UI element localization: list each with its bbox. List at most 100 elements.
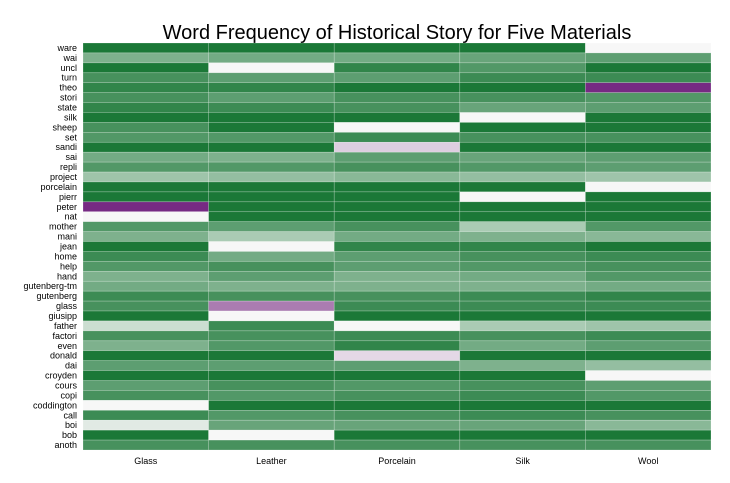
heatmap-cell-father-leather — [208, 320, 335, 332]
heatmap-cell-set-silk — [459, 132, 586, 143]
heatmap-cell-pierr-leather — [208, 191, 335, 203]
heatmap-cell-theo-glass — [82, 82, 209, 93]
heatmap-cell-uncl-silk — [459, 62, 586, 74]
heatmap-cell-call-wool — [585, 409, 712, 421]
heatmap-cell-mother-wool — [585, 221, 712, 232]
heatmap-cell-silk-porcelain — [333, 112, 461, 123]
y-tick-label-peter: peter — [56, 202, 77, 212]
y-tick-label-gutenberg-tm: gutenberg-tm — [23, 281, 77, 291]
heatmap-cell-help-wool — [585, 261, 712, 272]
heatmap-cell-sheep-glass — [82, 122, 209, 133]
heatmap-cell-set-porcelain — [333, 132, 461, 143]
heatmap-cell-state-wool — [585, 102, 712, 113]
heatmap-cell-bob-glass — [82, 429, 209, 441]
heatmap-cell-home-leather — [208, 251, 335, 262]
heatmap-cell-project-glass — [82, 171, 209, 183]
heatmap-cell-anoth-leather — [208, 439, 335, 451]
y-tick-label-ware: ware — [56, 43, 77, 53]
heatmap-cell-project-leather — [208, 171, 335, 183]
heatmap-cell-porcelain-porcelain — [333, 181, 461, 193]
heatmap-cell-croyden-porcelain — [333, 370, 461, 381]
y-tick-label-turn: turn — [61, 73, 77, 83]
heatmap-cell-theo-silk — [459, 82, 586, 93]
heatmap-cell-nat-porcelain — [333, 211, 461, 222]
heatmap-cell-ware-porcelain — [333, 42, 461, 54]
heatmap-cell-gutenberg-wool — [585, 290, 712, 302]
heatmap-cell-sheep-leather — [208, 122, 335, 133]
y-tick-label-anoth: anoth — [54, 440, 77, 450]
heatmap-cell-giusipp-porcelain — [333, 310, 461, 322]
y-tick-label-jean: jean — [59, 242, 77, 252]
heatmap-cell-sai-glass — [82, 151, 209, 163]
heatmap-cell-giusipp-leather — [208, 310, 335, 322]
heatmap-cell-nat-leather — [208, 211, 335, 222]
y-tick-label-copi: copi — [60, 390, 77, 400]
heatmap-cell-nat-wool — [585, 211, 712, 222]
heatmap-cell-glass-glass — [82, 300, 209, 312]
heatmap-cell-factori-porcelain — [333, 330, 461, 342]
heatmap-cell-anoth-silk — [459, 439, 586, 451]
heatmap-cell-turn-wool — [585, 72, 712, 84]
y-tick-label-giusipp: giusipp — [48, 311, 77, 321]
heatmap-cell-sai-silk — [459, 151, 586, 163]
heatmap-cell-glass-silk — [459, 300, 586, 312]
y-tick-label-factori: factori — [52, 331, 77, 341]
heatmap-cell-wai-silk — [459, 52, 586, 64]
heatmap-cell-sheep-porcelain — [333, 122, 461, 133]
heatmap-cell-cours-silk — [459, 380, 586, 391]
heatmap-cell-hand-wool — [585, 271, 712, 282]
heatmap-cell-uncl-porcelain — [333, 62, 461, 74]
heatmap-cell-boi-glass — [82, 419, 209, 431]
heatmap-cell-state-porcelain — [333, 102, 461, 113]
x-tick-label-porcelain: Porcelain — [378, 456, 416, 466]
heatmap-cell-factori-leather — [208, 330, 335, 342]
heatmap-cell-copi-glass — [82, 390, 209, 401]
heatmap-cell-gutenberg-glass — [82, 290, 209, 302]
heatmap-cell-even-glass — [82, 340, 209, 352]
heatmap-cell-boi-porcelain — [333, 419, 461, 431]
heatmap-cell-anoth-porcelain — [333, 439, 461, 451]
heatmap-cell-turn-leather — [208, 72, 335, 84]
heatmap-cell-copi-wool — [585, 390, 712, 401]
y-axis-tick-labels: warewaiunclturntheostoristatesilksheepse… — [23, 43, 77, 450]
heatmap-cell-father-porcelain — [333, 320, 461, 332]
heatmap-cell-peter-silk — [459, 201, 586, 213]
heatmap-cell-coddington-glass — [82, 400, 209, 411]
heatmap-cell-coddington-silk — [459, 400, 586, 411]
heatmap-cell-giusipp-silk — [459, 310, 586, 322]
heatmap-cell-wai-wool — [585, 52, 712, 64]
heatmap-cell-copi-silk — [459, 390, 586, 401]
heatmap-cell-state-leather — [208, 102, 335, 113]
y-tick-label-glass: glass — [56, 301, 78, 311]
heatmap-cell-mother-porcelain — [333, 221, 461, 232]
heatmap-cell-donald-wool — [585, 350, 712, 361]
heatmap-cell-bob-leather — [208, 429, 335, 441]
y-tick-label-bob: bob — [62, 430, 77, 440]
heatmap-cell-sandi-leather — [208, 141, 335, 153]
y-tick-label-theo: theo — [59, 83, 77, 93]
heatmap-cell-gutenberg-porcelain — [333, 290, 461, 302]
heatmap-cell-mani-porcelain — [333, 231, 461, 242]
heatmap-cell-pierr-wool — [585, 191, 712, 203]
heatmap-cell-copi-porcelain — [333, 390, 461, 401]
heatmap-cell-repli-glass — [82, 161, 209, 173]
heatmap-cell-gutenberg-tm-porcelain — [333, 280, 461, 292]
heatmap-cell-glass-leather — [208, 300, 335, 312]
y-tick-label-coddington: coddington — [33, 400, 77, 410]
y-tick-label-cours: cours — [55, 380, 78, 390]
heatmap-cell-set-leather — [208, 132, 335, 143]
chart-title: Word Frequency of Historical Story for F… — [163, 22, 632, 44]
heatmap-cell-dai-porcelain — [333, 360, 461, 371]
heatmap-cell-giusipp-glass — [82, 310, 209, 322]
heatmap-cell-turn-silk — [459, 72, 586, 84]
heatmap-cell-dai-leather — [208, 360, 335, 371]
heatmap-cell-porcelain-wool — [585, 181, 712, 193]
y-tick-label-sandi: sandi — [55, 142, 77, 152]
heatmap-cell-turn-glass — [82, 72, 209, 84]
heatmap-cell-father-glass — [82, 320, 209, 332]
heatmap-cell-even-wool — [585, 340, 712, 352]
heatmap-cell-stori-porcelain — [333, 92, 461, 103]
heatmap-cell-repli-porcelain — [333, 161, 461, 173]
heatmap-cell-turn-porcelain — [333, 72, 461, 84]
heatmap-cell-pierr-porcelain — [333, 191, 461, 203]
